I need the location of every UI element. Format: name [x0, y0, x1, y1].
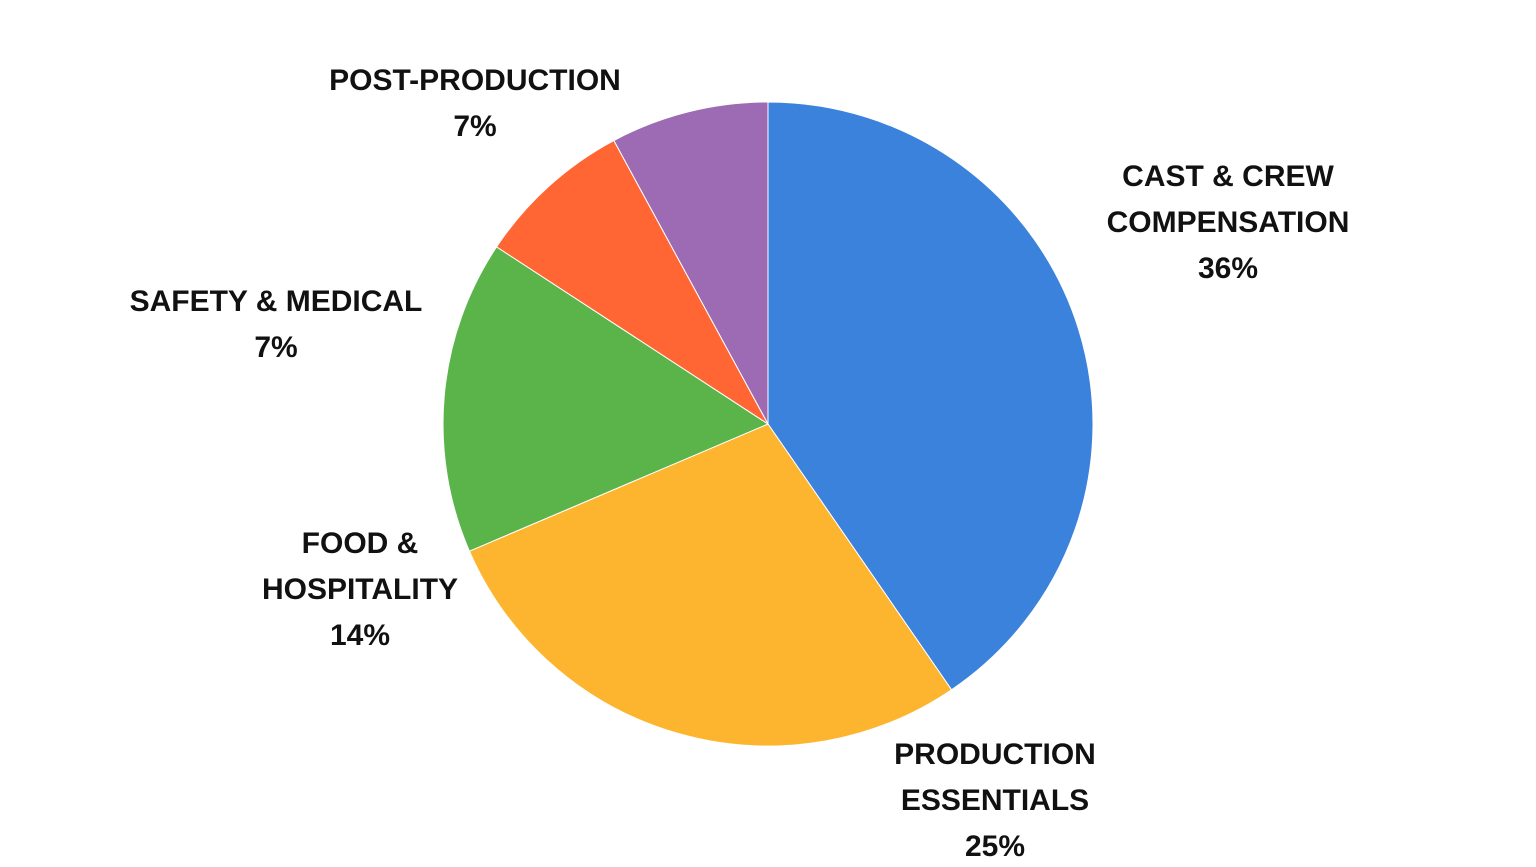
slice-label-line: CAST & CREW [1122, 160, 1334, 193]
pie-slices [442, 101, 1094, 747]
pie-slice-1 [468, 423, 953, 747]
slice-label-line: PRODUCTION [894, 738, 1096, 771]
slice-label-line: SAFETY & MEDICAL [130, 285, 423, 318]
pie-slice-4 [613, 101, 769, 425]
slice-percent: 7% [453, 110, 496, 143]
slice-label-2: FOOD & HOSPITALITY 14% [262, 527, 458, 652]
slice-label-1: PRODUCTION ESSENTIALS 25% [894, 738, 1096, 863]
pie-slice-2 [442, 246, 770, 552]
slice-percent: 7% [254, 331, 297, 364]
slice-label-3: SAFETY & MEDICAL 7% [130, 285, 423, 364]
slice-label-line: COMPENSATION [1107, 206, 1350, 239]
slice-label-0: CAST & CREW COMPENSATION 36% [1107, 160, 1350, 285]
pie-slice-0 [767, 101, 1094, 691]
slice-label-line: POST-PRODUCTION [329, 64, 621, 97]
slice-label-line: ESSENTIALS [901, 784, 1089, 817]
slice-percent: 36% [1198, 252, 1258, 285]
slice-label-line: FOOD & [302, 527, 419, 560]
pie-slice-3 [495, 139, 769, 425]
slice-labels: CAST & CREW COMPENSATION 36% PRODUCTION ESSE… [130, 64, 1350, 863]
slice-label-4: POST-PRODUCTION 7% [329, 64, 621, 143]
slice-percent: 14% [330, 619, 390, 652]
slice-label-line: HOSPITALITY [262, 573, 458, 606]
slice-percent: 25% [965, 830, 1025, 863]
